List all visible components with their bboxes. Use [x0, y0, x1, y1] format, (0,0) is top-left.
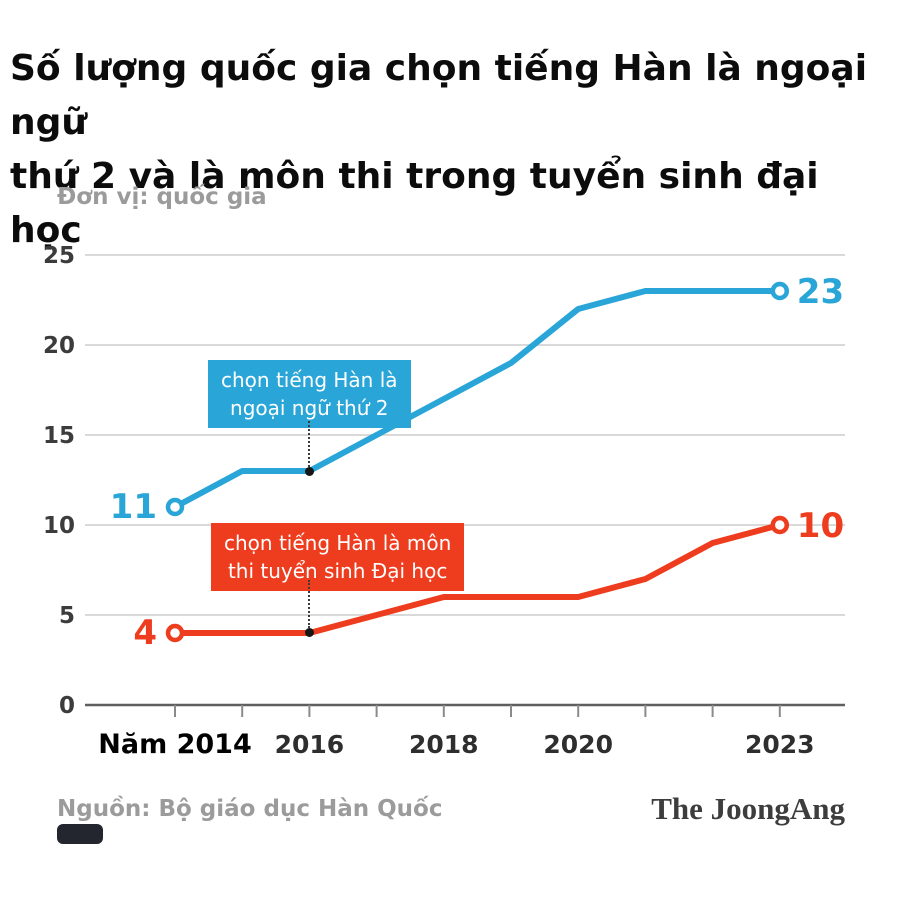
x-axis-label: 2020	[543, 730, 613, 759]
annotation-connector-red	[308, 580, 310, 628]
series-line	[172, 288, 783, 510]
x-axis-label: 2018	[409, 730, 479, 759]
y-axis-label: 25	[43, 243, 75, 269]
annotation-exam-subject-line2: thi tuyển sinh Đại học	[227, 559, 448, 583]
x-axis-label: 2016	[275, 730, 345, 759]
data-point-marker	[770, 281, 790, 301]
y-axis-label: 5	[59, 603, 75, 629]
partial-logo-mark	[57, 824, 103, 844]
y-axis-label: 15	[43, 423, 75, 449]
y-axis-label: 0	[59, 693, 75, 719]
data-point-marker	[165, 497, 185, 517]
end-value-label: 23	[797, 272, 844, 312]
annotation-dot-blue	[305, 467, 314, 476]
start-value-label: 4	[133, 613, 157, 653]
data-point-marker	[770, 515, 790, 535]
x-axis-label: Năm 2014	[98, 729, 252, 760]
end-value-label: 10	[797, 506, 844, 546]
y-axis-label: 20	[43, 333, 75, 359]
unit-label: Đơn vị: quốc gia	[57, 184, 267, 210]
series-line	[172, 522, 783, 636]
annotation-foreign-language: chọn tiếng Hàn là ngoại ngữ thứ 2	[208, 360, 411, 428]
annotation-dot-red	[305, 628, 314, 637]
start-value-label: 11	[110, 487, 157, 527]
data-point-marker	[165, 623, 185, 643]
annotation-exam-subject: chọn tiếng Hàn là môn thi tuyển sinh Đại…	[211, 523, 465, 591]
annotation-foreign-language-line2: ngoại ngữ thứ 2	[230, 396, 389, 420]
brand-logo: The JoongAng	[651, 791, 845, 826]
chart-title-line2: thứ 2 và là môn thi trong tuyển sinh đại…	[10, 156, 819, 251]
line-chart: 0 5 10 15 20 25 Năm 2014 2016 2018 2020 2023 11 23 4 1…	[43, 243, 845, 760]
x-axis-label: 2023	[745, 730, 815, 759]
annotation-exam-subject-line1: chọn tiếng Hàn là môn	[224, 531, 452, 555]
y-axis-label: 10	[43, 513, 75, 539]
chart-title: Số lượng quốc gia chọn tiếng Hàn là ngoạ…	[10, 42, 892, 258]
source-label: Nguồn: Bộ giáo dục Hàn Quốc	[57, 796, 443, 822]
annotation-connector-blue	[308, 421, 310, 467]
chart-title-line1: Số lượng quốc gia chọn tiếng Hàn là ngoạ…	[10, 48, 868, 143]
annotation-foreign-language-line1: chọn tiếng Hàn là	[221, 368, 398, 392]
